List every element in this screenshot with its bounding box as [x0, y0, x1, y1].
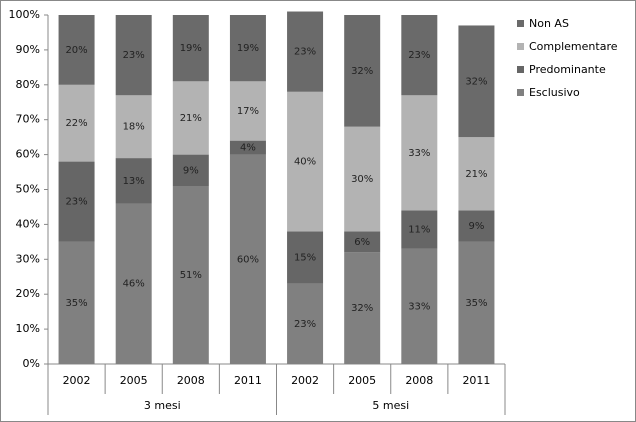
- bar-segment: [287, 91, 324, 232]
- data-label: 19%: [237, 43, 259, 54]
- x-tick-label: 2011: [234, 374, 262, 387]
- x-tick-label: 2008: [405, 374, 433, 387]
- bar-segment: [401, 210, 438, 249]
- bar-segment: [115, 203, 152, 364]
- data-label: 35%: [65, 298, 87, 309]
- data-label: 30%: [351, 174, 373, 185]
- data-label: 23%: [294, 319, 316, 330]
- bar-segment: [58, 241, 95, 364]
- y-tick-label: 10%: [16, 322, 40, 335]
- bar-segment: [458, 241, 495, 364]
- group-label: 3 mesi: [144, 399, 181, 412]
- data-label: 9%: [469, 221, 485, 232]
- data-label: 4%: [240, 143, 256, 154]
- data-label: 40%: [294, 157, 316, 168]
- data-label: 33%: [408, 301, 430, 312]
- bar-segment: [401, 15, 438, 96]
- data-label: 23%: [408, 50, 430, 61]
- bar-segment: [458, 137, 495, 211]
- data-label: 32%: [351, 303, 373, 314]
- data-label: 18%: [123, 122, 145, 133]
- data-label: 23%: [294, 47, 316, 58]
- bar-segment: [229, 154, 266, 364]
- bar-segment: [229, 140, 266, 155]
- data-label: 9%: [183, 165, 199, 176]
- bar-segment: [344, 252, 381, 364]
- data-label: 21%: [180, 113, 202, 124]
- legend-swatch: [517, 66, 524, 73]
- data-label: 11%: [408, 225, 430, 236]
- y-tick-label: 30%: [16, 252, 40, 265]
- bar-segment: [229, 81, 266, 141]
- bar-segment: [58, 15, 95, 85]
- legend-swatch: [517, 89, 524, 96]
- data-label: 17%: [237, 106, 259, 117]
- bar-segment: [172, 15, 209, 82]
- data-label: 33%: [408, 148, 430, 159]
- bar-segment: [401, 95, 438, 211]
- x-tick-label: 2002: [291, 374, 319, 387]
- bar-segment: [172, 186, 209, 364]
- data-label: 13%: [123, 176, 145, 187]
- y-tick-label: 60%: [16, 148, 40, 161]
- legend-label: Complementare: [529, 40, 618, 53]
- y-tick-label: 20%: [16, 287, 40, 300]
- bar-segment: [229, 15, 266, 82]
- bar-segment: [172, 154, 209, 187]
- group-label: 5 mesi: [372, 399, 409, 412]
- y-tick-label: 40%: [16, 217, 40, 230]
- data-label: 19%: [180, 43, 202, 54]
- data-label: 46%: [123, 279, 145, 290]
- x-tick-label: 2008: [177, 374, 205, 387]
- data-label: 15%: [294, 253, 316, 264]
- bar-segment: [458, 210, 495, 242]
- bar-segment: [115, 15, 152, 96]
- data-label: 32%: [351, 66, 373, 77]
- bar-segment: [458, 25, 495, 138]
- data-label: 23%: [65, 197, 87, 208]
- data-label: 35%: [465, 298, 487, 309]
- data-label: 51%: [180, 270, 202, 281]
- bar-segment: [115, 158, 152, 204]
- y-tick-label: 50%: [16, 183, 40, 196]
- bar-segment: [287, 283, 324, 364]
- y-tick-label: 80%: [16, 78, 40, 91]
- y-tick-label: 90%: [16, 43, 40, 56]
- bar-segment: [58, 84, 95, 162]
- bar-segment: [344, 15, 381, 127]
- x-tick-label: 2005: [120, 374, 148, 387]
- y-tick-label: 0%: [23, 357, 40, 370]
- bar-segment: [287, 11, 324, 92]
- bar-segment: [115, 95, 152, 159]
- legend-label: Non AS: [529, 17, 569, 30]
- data-label: 20%: [65, 45, 87, 56]
- bar-segment: [58, 161, 95, 242]
- data-label: 23%: [123, 50, 145, 61]
- data-label: 32%: [465, 76, 487, 87]
- bar-segment: [287, 231, 324, 284]
- data-label: 22%: [65, 118, 87, 129]
- legend-swatch: [517, 43, 524, 50]
- legend-label: Predominante: [529, 63, 606, 76]
- data-label: 60%: [237, 254, 259, 265]
- data-label: 21%: [465, 169, 487, 180]
- legend-swatch: [517, 20, 524, 27]
- bar-segment: [344, 126, 381, 232]
- y-tick-label: 100%: [9, 8, 40, 21]
- x-tick-label: 2011: [462, 374, 490, 387]
- bar-segment: [172, 81, 209, 155]
- x-tick-label: 2002: [63, 374, 91, 387]
- bar-segment: [344, 231, 381, 253]
- bar-segment: [401, 248, 438, 364]
- data-label: 6%: [354, 237, 370, 248]
- x-tick-label: 2005: [348, 374, 376, 387]
- legend-label: Esclusivo: [529, 86, 580, 99]
- y-tick-label: 70%: [16, 113, 40, 126]
